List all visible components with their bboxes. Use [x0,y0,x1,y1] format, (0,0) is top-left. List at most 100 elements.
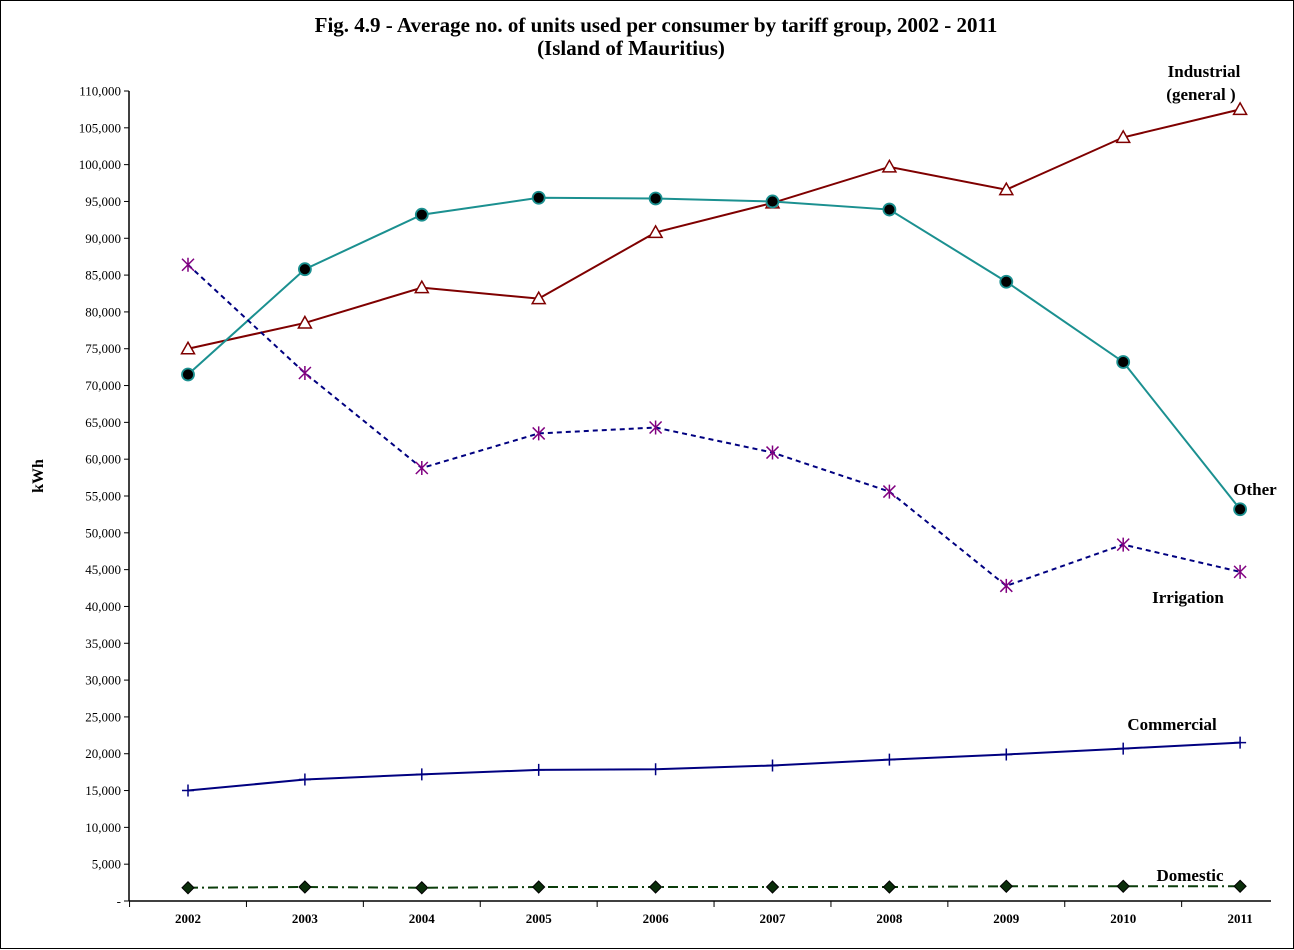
y-tick-label: 50,000 [85,525,121,540]
y-tick-label: 90,000 [85,231,121,246]
point-other [181,367,195,382]
y-tick-label: 70,000 [85,378,121,393]
point-other [999,274,1014,289]
y-tick-label: 95,000 [85,194,121,209]
point-commercial [298,773,311,786]
series-label-other: Other [1233,480,1277,499]
series-line-irrigation [187,264,1241,587]
y-tick-label: 5,000 [92,857,121,872]
point-other [1233,502,1247,517]
series-label-industrial: Industrial [1168,62,1241,81]
series-label-industrial: (general ) [1166,85,1235,104]
series-line-domestic [187,885,1241,889]
series-label-irrigation: Irrigation [1152,588,1224,607]
x-tick-label: 2011 [1227,911,1252,926]
x-tick-label: 2005 [526,911,553,926]
series-layer [180,101,1248,895]
y-ticks: - 5,000 10,000 15,000 20,000 25,000 30,000 35,0… [79,84,129,909]
chart-title-line1: Fig. 4.9 - Average no. of units used per… [315,13,998,37]
point-domestic [999,879,1014,893]
point-other [882,202,897,217]
y-tick-label: 55,000 [85,489,121,504]
point-other [765,194,780,209]
point-other [1116,355,1131,369]
point-domestic [882,880,897,894]
point-commercial [182,784,194,797]
point-commercial [1234,736,1247,749]
point-irrigation [532,426,546,441]
y-tick-label: 10,000 [85,820,121,835]
y-tick-label: 75,000 [85,341,121,356]
point-commercial [883,753,896,766]
series-domestic [181,879,1247,895]
point-commercial [532,763,545,776]
y-tick-label: 110,000 [79,84,121,99]
x-tick-label: 2004 [409,911,436,926]
y-tick-label: 85,000 [85,268,121,283]
point-industrial [881,158,898,173]
point-irrigation [649,420,663,435]
x-tick-label: 2007 [760,911,787,926]
series-commercial [182,736,1247,797]
point-commercial [1117,742,1130,755]
series-labels: Industrial (general ) Other Irrigation Comme… [1127,62,1277,885]
chart-title-line2: (Island of Mauritius) [537,36,725,60]
y-tick-label: 105,000 [79,120,121,135]
series-line-industrial [187,108,1241,350]
y-tick-label: 30,000 [85,673,121,688]
point-other [297,262,312,277]
y-tick-label: 35,000 [85,636,121,651]
point-commercial [1000,748,1013,761]
point-industrial [297,314,313,329]
point-domestic [531,880,546,894]
point-domestic [415,881,429,895]
y-tick-label: 25,000 [85,709,121,724]
y-tick-label: 80,000 [85,304,121,319]
series-line-other [187,196,1241,510]
y-tick-label: 20,000 [85,746,121,761]
series-industrial [180,101,1248,355]
x-tick-label: 2002 [175,911,201,926]
series-label-domestic: Domestic [1156,866,1223,885]
y-tick-label: 60,000 [85,452,121,467]
point-irrigation [765,445,780,460]
point-industrial [998,181,1015,196]
series-irrigation [181,257,1247,593]
point-other [414,207,429,222]
x-tick-label: 2003 [292,911,319,926]
x-ticks: 2002 2003 2004 2005 2006 2007 2008 2009 2010 2011 [129,901,1253,926]
point-other [531,190,546,205]
point-industrial [180,340,196,355]
point-industrial [414,279,430,294]
x-tick-label: 2008 [876,911,903,926]
y-tick-label: 15,000 [85,783,121,798]
point-industrial [1115,129,1131,144]
point-industrial [1232,101,1248,116]
point-irrigation [999,578,1013,593]
point-irrigation [1116,537,1130,552]
x-tick-label: 2010 [1110,911,1136,926]
point-domestic [1233,879,1247,893]
point-domestic [648,880,663,894]
y-tick-label: 100,000 [79,157,121,172]
point-irrigation [181,257,195,272]
x-tick-label: 2009 [993,911,1020,926]
point-irrigation [415,461,429,476]
y-tick-label: 45,000 [85,562,121,577]
point-industrial [530,290,547,305]
y-tick-label: 40,000 [85,599,121,614]
point-domestic [1116,879,1130,893]
point-other [648,191,663,206]
point-commercial [415,768,428,781]
series-label-commercial: Commercial [1127,715,1217,734]
point-irrigation [298,366,312,381]
y-tick-label: 65,000 [85,415,121,430]
y-axis-label: kWh [30,459,47,493]
point-domestic [765,880,780,894]
point-domestic [181,881,195,895]
point-domestic [298,880,312,894]
point-irrigation [882,484,896,499]
y-tick-label: - [117,894,121,909]
